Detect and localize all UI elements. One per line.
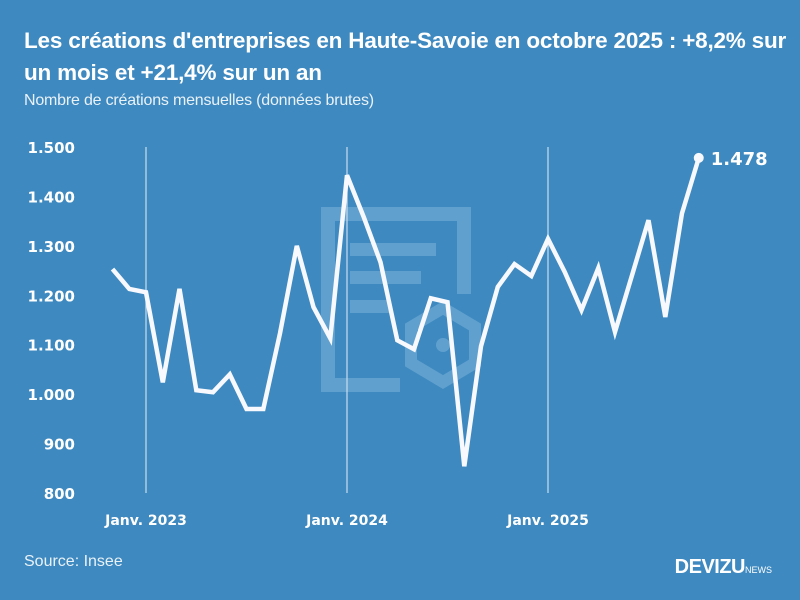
x-tick-label: Janv. 2024 [305,513,388,529]
source-note: Source: Insee [24,553,123,570]
x-tick-label: Janv. 2025 [506,513,589,529]
end-point-marker [693,152,704,163]
y-tick-label: 800 [44,485,75,503]
chart-subtitle: Nombre de créations mensuelles (données … [24,92,374,109]
brand-suffix: NEWS [745,565,772,575]
x-tick-label: Janv. 2023 [104,513,187,529]
end-value-label: 1.478 [711,149,768,170]
y-tick-label: 1.300 [28,238,75,256]
brand-logo: DEVIZUNEWS [675,556,772,579]
series-line [110,157,701,467]
y-axis-ticks: 800 900 1.000 1.100 1.200 1.300 1.400 1.500 [28,139,75,503]
y-tick-label: 1.000 [28,386,75,404]
x-axis-ticks: Janv. 2023 Janv. 2024 Janv. 2025 [104,513,589,529]
year-gridlines [145,147,549,493]
chart-title: Les créations d'entreprises en Haute-Sav… [24,28,787,85]
y-tick-label: 1.400 [28,188,75,206]
y-tick-label: 1.500 [28,139,75,157]
brand-name: DEVIZU [674,556,746,578]
y-tick-label: 1.100 [28,337,75,355]
y-tick-label: 1.200 [28,287,75,305]
y-tick-label: 900 [44,436,75,454]
